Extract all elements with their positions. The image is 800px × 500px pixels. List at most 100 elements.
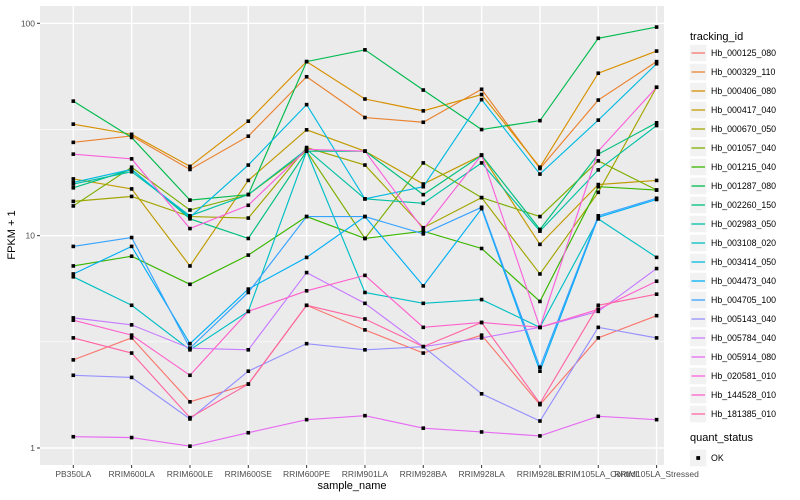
data-point — [654, 292, 659, 297]
data-point — [363, 197, 367, 201]
data-point — [188, 444, 192, 448]
data-point — [596, 118, 601, 122]
data-point — [246, 382, 251, 386]
legend-label: Hb_005143_040 — [711, 314, 776, 324]
data-point — [71, 244, 76, 249]
data-point — [188, 167, 192, 172]
data-point — [596, 168, 601, 172]
data-point — [421, 284, 426, 288]
legend-label: Hb_002260_150 — [711, 200, 776, 210]
data-point — [538, 299, 542, 304]
data-point — [421, 351, 426, 355]
data-point — [304, 417, 309, 422]
data-point — [421, 426, 426, 430]
data-point — [246, 134, 251, 138]
data-point — [71, 204, 76, 208]
legend-label: Hb_000670_050 — [711, 124, 776, 134]
data-point — [538, 419, 542, 423]
data-point — [479, 333, 484, 337]
data-point — [421, 120, 426, 125]
data-point — [479, 161, 484, 165]
data-point — [479, 127, 484, 132]
data-point — [363, 163, 367, 167]
data-point — [304, 102, 309, 107]
data-point — [246, 119, 251, 123]
data-point — [129, 303, 134, 308]
data-point — [71, 152, 76, 156]
data-point — [654, 336, 659, 340]
legend-tracking-id: Hb_000125_080 Hb_000329_110 Hb_000406_080 H… — [690, 44, 776, 423]
data-point — [479, 87, 484, 92]
data-point — [596, 309, 601, 314]
data-point — [304, 149, 309, 153]
data-point — [596, 184, 601, 189]
x-tick-label: RRIM600LE — [167, 469, 214, 479]
data-point — [188, 415, 192, 420]
data-point — [538, 365, 542, 370]
data-point — [188, 346, 192, 351]
data-point — [538, 401, 542, 406]
data-point — [479, 320, 484, 325]
legend-label: Hb_181385_010 — [711, 409, 776, 419]
data-point — [654, 61, 659, 66]
x-axis-title: sample_name — [317, 480, 386, 492]
data-point — [246, 348, 251, 352]
data-point — [71, 122, 76, 126]
data-point — [596, 325, 601, 330]
axis-ticks — [37, 22, 658, 468]
data-point — [188, 198, 192, 202]
data-point — [188, 164, 192, 169]
data-point — [129, 435, 134, 440]
data-point — [479, 153, 484, 157]
x-tick-labels: PB350LA RRIM600LA RRIM600LE RRIM600SE RRIM60… — [55, 469, 699, 479]
legend-label: Hb_003414_050 — [711, 257, 776, 267]
legend-label: Hb_020581_010 — [711, 371, 776, 381]
data-point — [363, 301, 367, 306]
data-point — [129, 333, 134, 337]
data-point — [246, 178, 251, 183]
data-point — [129, 336, 134, 340]
data-point — [71, 316, 76, 320]
legend-label: Hb_000406_080 — [711, 86, 776, 96]
data-point — [538, 272, 542, 276]
y-tick-label: 1 — [30, 443, 35, 453]
data-point — [129, 235, 134, 240]
data-point — [596, 159, 601, 163]
data-point — [654, 279, 659, 284]
x-tick-label: RRIM105LA_Stressed — [614, 469, 699, 479]
data-point — [188, 208, 192, 212]
x-tick-label: RRIM928BA — [400, 469, 448, 479]
data-point — [129, 157, 134, 161]
data-point — [479, 430, 484, 434]
data-point — [654, 196, 659, 201]
data-point — [421, 88, 426, 92]
data-point — [304, 288, 309, 293]
data-point — [538, 118, 542, 123]
data-point — [71, 373, 76, 378]
x-tick-label: RRIM600SE — [225, 469, 273, 479]
data-point — [479, 97, 484, 102]
data-point — [654, 49, 659, 53]
y-tick-label: 10 — [26, 231, 36, 241]
data-point — [304, 147, 309, 152]
data-point — [129, 165, 134, 170]
data-point — [363, 214, 367, 219]
legend-label: Hb_003108_020 — [711, 238, 776, 248]
data-point — [188, 215, 192, 220]
data-point — [129, 135, 134, 140]
data-point — [188, 400, 192, 404]
legend-label: Hb_000417_040 — [711, 105, 776, 115]
data-point — [129, 187, 134, 191]
data-point — [538, 229, 542, 233]
minor-gridlines — [40, 129, 664, 343]
data-point — [538, 325, 542, 330]
data-point — [129, 375, 134, 380]
data-point — [363, 236, 367, 241]
data-point — [421, 182, 426, 186]
data-point — [363, 348, 367, 352]
data-point — [129, 323, 134, 327]
data-point — [246, 216, 251, 220]
data-point — [246, 253, 251, 257]
y-tick-label: 100 — [21, 18, 35, 28]
